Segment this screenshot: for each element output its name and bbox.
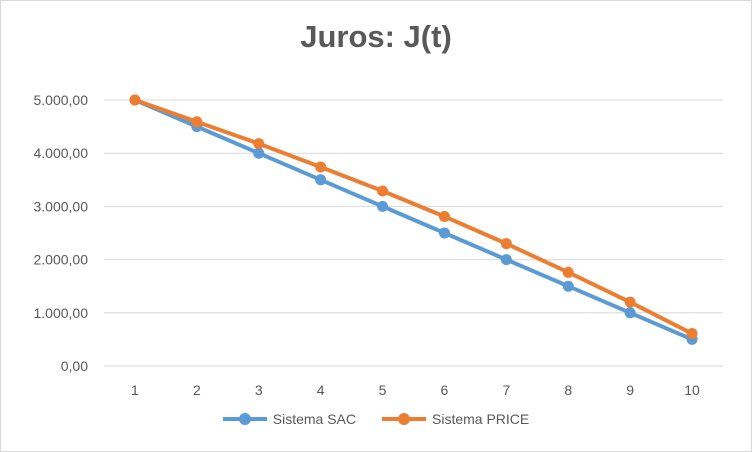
data-point-sistema-sac [315, 174, 327, 186]
data-point-sistema-sac [500, 254, 512, 266]
y-tick-label: 2.000,00 [34, 252, 89, 268]
y-tick-label: 3.000,00 [34, 198, 89, 214]
legend-marker-sac [222, 411, 267, 427]
series-line-sistema-sac [132, 98, 695, 342]
data-point-sistema-price [624, 296, 636, 308]
legend-item-sac: Sistema SAC [222, 411, 356, 427]
x-tick-label: 2 [193, 382, 201, 398]
x-tick-label: 1 [131, 382, 139, 398]
x-tick-label: 10 [684, 382, 700, 398]
data-point-sistema-price [129, 94, 141, 106]
data-point-sistema-price [253, 138, 265, 150]
series-line-sistema-price [132, 98, 695, 336]
y-tick-label: 0,00 [61, 358, 88, 374]
legend-marker-price [382, 411, 426, 427]
data-point-sistema-price [315, 161, 327, 173]
legend-item-price: Sistema PRICE [382, 411, 529, 427]
data-point-sistema-price [191, 116, 203, 128]
data-point-sistema-price [377, 185, 389, 197]
y-tick-label: 4.000,00 [34, 145, 89, 161]
data-point-sistema-sac [377, 200, 389, 212]
x-tick-label: 3 [255, 382, 263, 398]
x-tick-label: 8 [564, 382, 572, 398]
x-tick-label: 5 [379, 382, 387, 398]
legend-label-sac: Sistema SAC [272, 411, 356, 427]
data-point-sistema-sac [438, 227, 450, 239]
data-point-sistema-price [686, 328, 698, 340]
legend: Sistema SAC Sistema PRICE [1, 411, 751, 427]
data-point-sistema-sac [624, 307, 636, 319]
data-point-sistema-sac [253, 147, 265, 159]
data-point-sistema-price [438, 211, 450, 223]
x-tick-label: 9 [626, 382, 634, 398]
legend-label-price: Sistema PRICE [432, 411, 530, 427]
x-tick-label: 7 [502, 382, 510, 398]
data-point-sistema-price [562, 266, 574, 278]
data-point-sistema-sac [562, 280, 574, 292]
chart-title: Juros: J(t) [300, 19, 452, 54]
y-tick-label: 1.000,00 [34, 305, 89, 321]
data-point-sistema-price [500, 238, 512, 250]
y-tick-label: 5.000,00 [34, 92, 89, 108]
x-tick-label: 4 [317, 382, 325, 398]
x-tick-label: 6 [441, 382, 449, 398]
